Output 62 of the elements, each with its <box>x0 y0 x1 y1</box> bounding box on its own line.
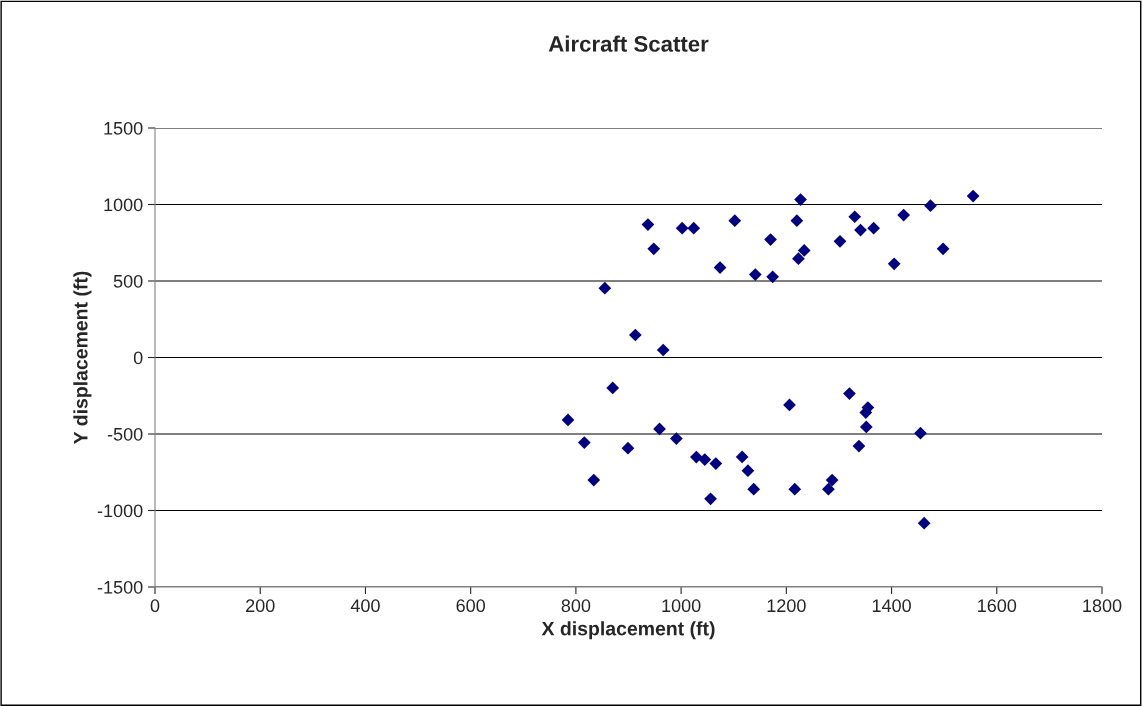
x-tick-label: 600 <box>456 599 486 613</box>
point <box>843 387 856 400</box>
point <box>606 381 620 395</box>
y-tick-label: 1500 <box>104 121 143 135</box>
point <box>670 432 683 445</box>
point <box>790 214 804 228</box>
point <box>887 257 901 271</box>
x-tick-label: 1400 <box>872 599 911 613</box>
point <box>914 426 927 440</box>
point <box>598 281 612 295</box>
point <box>687 221 701 235</box>
point <box>825 473 839 487</box>
point <box>709 457 723 470</box>
x-tick-label: 1600 <box>978 599 1017 613</box>
point <box>848 210 862 224</box>
x-tick-label: 1000 <box>662 599 701 613</box>
x-tick-label: 1200 <box>767 599 806 613</box>
point <box>822 482 835 496</box>
y-tick-label: -500 <box>107 427 143 441</box>
point <box>766 270 780 284</box>
point <box>748 268 762 281</box>
point <box>852 439 866 453</box>
point <box>561 413 575 427</box>
point <box>698 453 712 466</box>
x-tick-label: 400 <box>350 599 380 613</box>
point <box>656 343 670 357</box>
point <box>966 189 980 203</box>
point <box>867 221 881 235</box>
point <box>628 328 642 342</box>
point <box>741 464 755 478</box>
point <box>792 252 805 266</box>
point <box>621 441 635 455</box>
point <box>788 482 802 496</box>
y-axis-title: Y displacement (ft) <box>73 271 92 444</box>
point <box>587 473 601 487</box>
y-tick-label: 500 <box>113 274 143 288</box>
point <box>797 244 811 257</box>
point <box>833 235 847 248</box>
point <box>917 516 931 530</box>
point <box>897 208 911 222</box>
point <box>704 492 717 506</box>
point <box>936 242 950 256</box>
point <box>647 242 661 256</box>
y-tick-label: -1500 <box>97 580 143 594</box>
chart-title: Aircraft Scatter <box>548 35 709 52</box>
point <box>764 233 777 246</box>
point <box>747 482 761 496</box>
point <box>924 199 937 213</box>
point <box>728 214 742 228</box>
y-tick-label: 0 <box>133 351 143 365</box>
x-tick-label: 800 <box>561 599 591 613</box>
point <box>859 420 873 434</box>
x-axis-title: X displacement (ft) <box>541 621 715 640</box>
point <box>675 221 689 235</box>
y-tick-label: -1000 <box>97 504 143 518</box>
point <box>735 450 749 464</box>
point <box>794 193 807 206</box>
x-tick-label: 1800 <box>1083 599 1122 613</box>
x-tick-label: 0 <box>150 599 160 613</box>
y-tick-label: 1000 <box>104 198 143 212</box>
x-tick-label: 200 <box>246 599 275 613</box>
point <box>577 436 591 449</box>
